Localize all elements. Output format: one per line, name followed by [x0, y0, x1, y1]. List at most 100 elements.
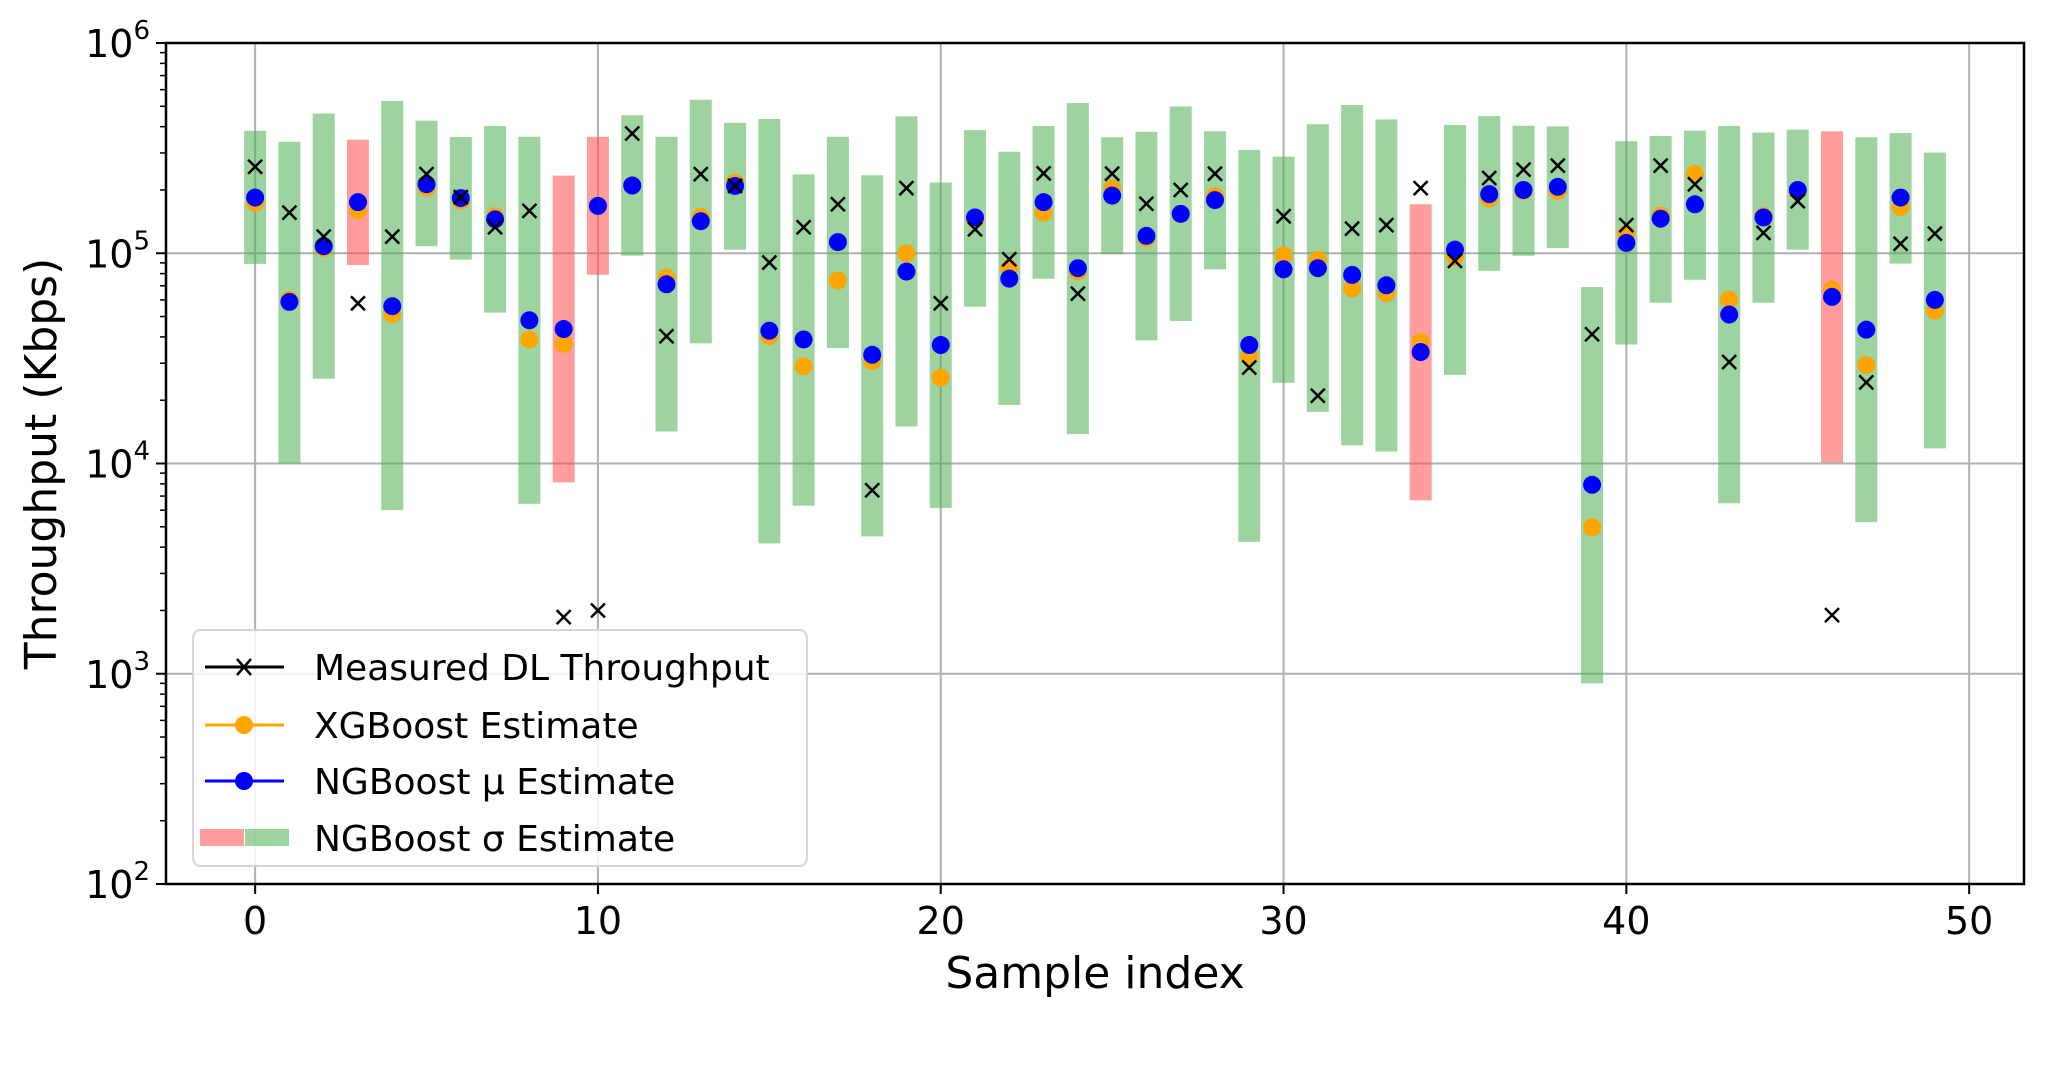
measured-point [795, 219, 812, 236]
ngboost-mu-point [1720, 305, 1739, 324]
measured-point [1687, 176, 1703, 193]
y-tick-label: 103 [85, 647, 150, 697]
ngboost-mu-point [554, 320, 573, 339]
ngboost-mu-point [931, 336, 950, 355]
y-axis-ticks: 102 103 104 105 106 [85, 16, 166, 907]
measured-point [521, 203, 538, 219]
ngboost-mu-point [1754, 208, 1773, 227]
x-tick-label: 30 [1259, 899, 1307, 943]
ngboost-mu-point [1000, 269, 1019, 288]
measured-point [1104, 165, 1121, 182]
ngboost-mu-point [897, 262, 916, 281]
measured-point [1172, 182, 1189, 198]
measured-point [1344, 220, 1360, 237]
xgboost-point [1857, 356, 1876, 375]
measured-point [898, 180, 915, 197]
y-tick-label: 102 [85, 857, 150, 907]
ngboost-mu-point [1651, 209, 1670, 228]
y-tick-label: 106 [85, 16, 150, 66]
x-tick-label: 50 [1945, 899, 1993, 943]
measured-point [1035, 165, 1052, 182]
ngboost-mu-point [1308, 259, 1327, 278]
ngboost-mu-point [417, 175, 436, 194]
y-tick-label: 104 [85, 437, 150, 487]
xgboost-point [897, 244, 916, 263]
measured-point [1721, 354, 1738, 370]
measured-point [418, 166, 435, 182]
measured-point [1584, 326, 1600, 343]
measured-point [624, 125, 641, 142]
y-tick-label: 105 [85, 226, 150, 276]
ngboost-mu-point [1103, 186, 1122, 205]
measured-point [1275, 208, 1292, 225]
x-axis-ticks: 0 10 20 30 40 50 [243, 884, 1993, 943]
xgboost-point [1685, 164, 1704, 183]
ngboost-mu-point [1240, 336, 1259, 355]
measured-point [1824, 607, 1840, 624]
xgboost-point [794, 357, 813, 376]
ngboost-mu-point [314, 237, 333, 256]
measured-point [1481, 170, 1498, 186]
ngboost-mu-points [246, 175, 1944, 494]
y-axis-label: Throughput (Kbps) [16, 258, 67, 671]
measured-point [281, 204, 298, 221]
measured-point [727, 178, 743, 194]
measured-point [1858, 374, 1875, 391]
legend: Measured DL Throughput XGBoost Estimate … [192, 629, 808, 867]
ngboost-mu-point [1857, 320, 1876, 339]
xgboost-point [554, 334, 573, 353]
ngboost-mu-point [246, 188, 265, 207]
measured-point [315, 228, 332, 245]
ngboost-mu-point [1788, 180, 1807, 199]
measured-point [350, 295, 366, 312]
measured-point [1138, 195, 1155, 212]
ngboost-mu-point [1925, 290, 1944, 309]
ngboost-mu-point [1274, 260, 1293, 279]
ngboost-mu-point [1685, 195, 1704, 214]
legend-item-xgboost: XGBoost Estimate [205, 706, 639, 747]
x-tick-label: 20 [917, 899, 965, 943]
xgboost-point [931, 368, 950, 387]
ngboost-mu-point [1514, 180, 1533, 199]
x-axis-label: Sample index [945, 948, 1244, 999]
ngboost-mu-point [1411, 343, 1430, 362]
ngboost-mu-point [383, 297, 402, 316]
measured-point [590, 602, 606, 619]
measured-point [1447, 252, 1463, 269]
measured-point [967, 221, 983, 238]
legend-box [192, 629, 808, 867]
ngboost-mu-point [1445, 240, 1464, 259]
measured-point [1001, 251, 1018, 268]
measured-point [1241, 359, 1258, 376]
measured-point [1069, 285, 1086, 302]
measured-point [658, 328, 675, 345]
ngboost-mu-point [1205, 191, 1224, 210]
measured-point [555, 609, 572, 625]
ngboost-mu-point [1034, 193, 1053, 212]
ngboost-mu-point [1480, 185, 1499, 204]
legend-item-ngboost-mu: NGBoost μ Estimate [205, 762, 675, 803]
ngboost-mu-point [1068, 259, 1087, 278]
ngboost-mu-point [863, 345, 882, 364]
legend-label-measured: Measured DL Throughput [314, 648, 770, 689]
ngboost-mu-point [1617, 233, 1636, 252]
ngboost-mu-point [1343, 265, 1362, 284]
measured-point [1378, 217, 1395, 234]
measured-point [692, 166, 709, 182]
blue-dot-icon [235, 772, 253, 790]
orange-dot-icon [235, 716, 253, 734]
measured-point [487, 219, 503, 236]
measured-point [1207, 165, 1223, 182]
ngboost-mu-point [794, 330, 813, 349]
legend-item-ngboost-sigma: NGBoost σ Estimate [200, 819, 675, 860]
xgboost-point [520, 330, 539, 349]
ngboost-mu-point [280, 292, 299, 311]
xgboost-point [1720, 290, 1739, 309]
ngboost-mu-point [966, 208, 985, 227]
ngboost-mu-point [828, 233, 847, 252]
ngboost-mu-point [691, 212, 710, 231]
ngboost-mu-point [1171, 204, 1190, 223]
measured-point [1549, 157, 1566, 174]
ngboost-mu-point [1583, 475, 1602, 494]
